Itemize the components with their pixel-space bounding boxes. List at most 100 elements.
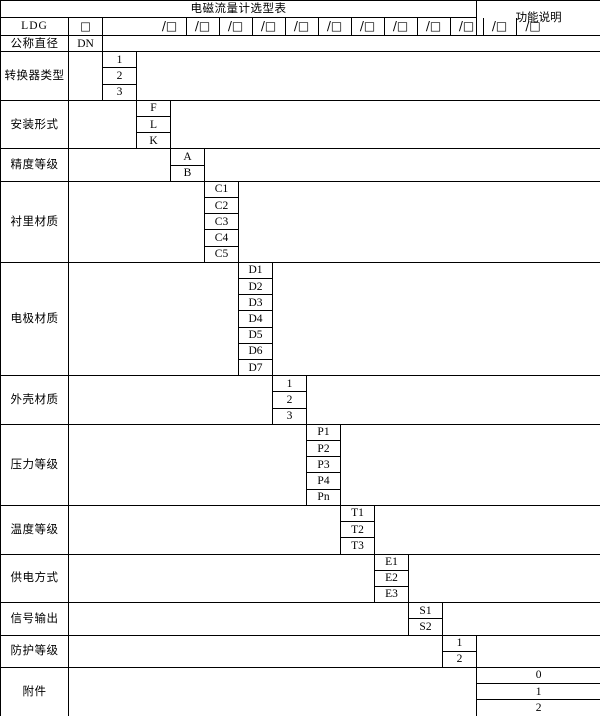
blank-cell: [271, 359, 600, 377]
table-row: 安装形式F法兰安装: [0, 99, 600, 150]
code-cell-A[interactable]: A: [170, 148, 205, 166]
code-cell-D5[interactable]: D5: [238, 326, 273, 344]
code-cell-2[interactable]: 2: [102, 67, 137, 85]
code-cell-C1[interactable]: C1: [204, 180, 239, 199]
code-cell-2[interactable]: 2: [476, 699, 600, 716]
code-cell-T1[interactable]: T1: [340, 504, 375, 523]
code-cell-0[interactable]: 0: [476, 666, 600, 685]
blank-cell: [68, 456, 307, 473]
code-box-11[interactable]: /□: [484, 18, 517, 35]
table-row: P21.6MPa（DN15~150）: [1, 440, 600, 458]
blank-cell: [68, 570, 375, 587]
blank-cell: [68, 553, 375, 571]
blank-cell: [476, 634, 600, 652]
code-box-7[interactable]: /□: [352, 18, 385, 35]
code-cell-P1[interactable]: P1: [306, 423, 341, 442]
blank-cell: [237, 229, 600, 247]
code-cell-S1[interactable]: S1: [408, 602, 443, 620]
code-cell-Pn[interactable]: Pn: [306, 488, 341, 506]
code-cell-3[interactable]: 3: [272, 407, 307, 425]
code-cell-C2[interactable]: C2: [204, 197, 239, 215]
blank-cell: [339, 472, 600, 490]
blank-cell: [68, 359, 239, 377]
code-cell-P2[interactable]: P2: [306, 440, 341, 458]
code-cell-F[interactable]: F: [136, 99, 171, 118]
code-cell-D3[interactable]: D3: [238, 294, 273, 312]
blank-cell: [68, 489, 307, 506]
blank-cell: [68, 99, 137, 117]
table-row: D3哈B电极: [1, 294, 600, 312]
blank-cell: [339, 423, 600, 441]
code-box-12[interactable]: /□: [525, 19, 541, 33]
code-cell-2[interactable]: 2: [272, 391, 307, 409]
code-cell-T2[interactable]: T2: [340, 521, 375, 539]
code-cell-1[interactable]: 1: [476, 683, 600, 701]
table-title: 电磁流量计选型表: [0, 0, 478, 18]
code-cell-B[interactable]: B: [170, 164, 205, 182]
blank-cell: [271, 278, 600, 295]
blank-cell: [339, 440, 600, 457]
table-row: D7碳化钨: [1, 359, 600, 377]
table-row: K卡箍安装: [1, 132, 600, 150]
code-box-6[interactable]: /□: [319, 18, 352, 35]
code-box-0[interactable]: □: [68, 17, 103, 36]
code-cell-C5[interactable]: C5: [204, 245, 239, 263]
code-cell-C4[interactable]: C4: [204, 229, 239, 247]
code-cell-T3[interactable]: T3: [340, 537, 375, 555]
code-box-9[interactable]: /□: [418, 18, 451, 35]
code-box-2[interactable]: /□: [187, 18, 220, 35]
code-cell-E1[interactable]: E1: [374, 553, 409, 571]
blank-cell: [373, 521, 600, 538]
blank-cell: [68, 504, 341, 522]
code-cell-P3[interactable]: P3: [306, 456, 341, 474]
code-cell-E3[interactable]: E3: [374, 585, 409, 604]
code-cell-D6[interactable]: D6: [238, 342, 273, 361]
table-row: P40.6MPa(DN700~DN2000): [1, 472, 600, 490]
table-row: 转换器类型1一体式: [0, 51, 600, 101]
model-prefix: LDG: [0, 17, 69, 36]
blank-cell: [407, 570, 600, 587]
code-box-10[interactable]: /□: [451, 18, 484, 35]
code-cell-L[interactable]: L: [136, 116, 171, 134]
blank-cell: [407, 553, 600, 571]
blank-cell: [68, 651, 443, 668]
code-cell-D2[interactable]: D2: [238, 278, 273, 296]
blank-cell: [135, 67, 600, 85]
code-cell-C3[interactable]: C3: [204, 213, 239, 231]
code-cell-P4[interactable]: P4: [306, 472, 341, 490]
code-box-3[interactable]: /□: [220, 18, 253, 35]
code-cell-E2[interactable]: E2: [374, 569, 409, 587]
code-cell-D7[interactable]: D7: [238, 359, 273, 377]
code-box-4[interactable]: /□: [253, 18, 286, 35]
code-box-1[interactable]: /□: [154, 18, 187, 35]
code-cell-DN[interactable]: DN: [68, 34, 103, 53]
table-row: 衬里材质C1氯丁橡胶（CR）: [0, 180, 600, 263]
table-row: 供电方式E1220VAC: [0, 553, 600, 604]
code-box-8[interactable]: /□: [385, 18, 418, 35]
code-cell-D1[interactable]: D1: [238, 261, 273, 280]
code-cell-D4[interactable]: D4: [238, 310, 273, 328]
row-group-label: 防护等级: [0, 634, 69, 668]
table-row: D4哈C电极: [1, 310, 600, 328]
code-box-5[interactable]: /□: [286, 18, 319, 35]
code-cell-2[interactable]: 2: [441, 650, 478, 668]
code-cell-3[interactable]: 3: [102, 83, 137, 101]
model-code-row: LDG □/□/□/□/□/□/□/□/□/□/□/□/□: [0, 17, 600, 36]
table-row: D5钽电极: [1, 326, 600, 344]
blank-cell: [68, 246, 205, 263]
code-cell-1[interactable]: 1: [272, 375, 307, 393]
code-cell-1[interactable]: 1: [441, 634, 478, 652]
code-cell-S2[interactable]: S2: [408, 618, 443, 636]
blank-cell: [68, 84, 103, 101]
code-cell-K[interactable]: K: [136, 132, 171, 150]
row-group-label: 衬里材质: [0, 180, 69, 263]
blank-cell: [237, 246, 600, 263]
blank-cell: [68, 180, 205, 198]
blank-cell: [68, 261, 239, 279]
blank-cell: [373, 504, 600, 522]
blank-cell: [271, 294, 600, 311]
blank-cell: [68, 278, 239, 295]
code-cell-1[interactable]: 1: [102, 51, 137, 69]
blank-cell: [68, 423, 307, 441]
